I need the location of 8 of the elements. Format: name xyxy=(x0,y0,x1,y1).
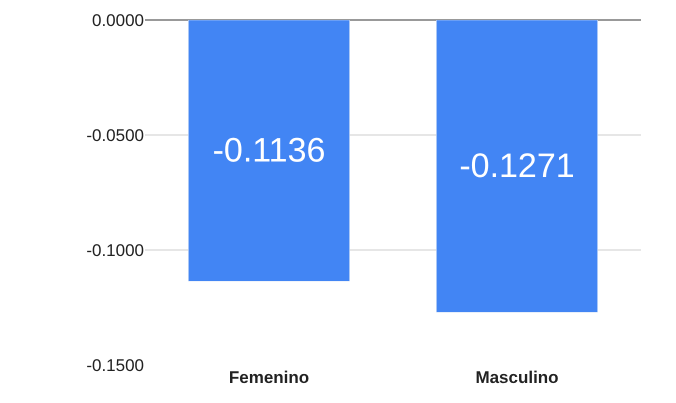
x-tick-label: Femenino xyxy=(228,368,310,387)
y-tick-label: -0.1000 xyxy=(86,240,144,260)
y-tick-label: -0.0500 xyxy=(86,126,144,145)
y-tick-label: -0.1500 xyxy=(86,356,144,375)
data-label: -0.1136 xyxy=(212,132,326,170)
data-label: -0.1271 xyxy=(459,147,575,186)
x-tick-label: Masculino xyxy=(475,368,559,387)
y-tick-label: 0.0000 xyxy=(92,10,144,30)
